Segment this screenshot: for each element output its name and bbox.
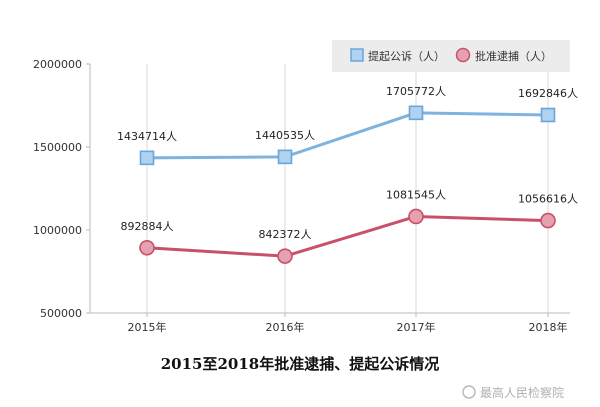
x-tick-label: 2016年 <box>266 320 305 334</box>
data-label-prosecution: 1440535人 <box>255 129 315 142</box>
x-tick-label: 2015年 <box>128 320 167 334</box>
data-label-arrest: 892884人 <box>121 220 174 233</box>
legend-label-arrest: 批准逮捕（人） <box>475 49 552 63</box>
data-point-arrest <box>139 239 155 256</box>
weibo-icon <box>462 385 476 399</box>
series <box>139 105 556 264</box>
data-point-arrest <box>408 208 424 225</box>
chart-title: 2015至2018年批准逮捕、提起公诉情况 <box>161 355 440 373</box>
watermark: 最高人民检察院 <box>462 385 564 400</box>
y-tick-label: 2000000 <box>33 58 82 71</box>
x-tick-label: 2018年 <box>529 320 568 334</box>
watermark-text: 最高人民检察院 <box>480 385 564 400</box>
legend-marker-arrest <box>455 47 471 63</box>
data-point-arrest <box>277 248 293 264</box>
series-line-arrest <box>146 214 549 258</box>
data-point-prosecution <box>540 107 556 123</box>
data-label-arrest: 1081545人 <box>386 188 446 201</box>
data-point-prosecution <box>408 105 424 121</box>
series-line-prosecution <box>146 111 549 160</box>
legend-background <box>332 40 570 72</box>
data-point-prosecution <box>277 149 293 165</box>
data-label-arrest: 1056616人 <box>518 193 578 206</box>
legend-marker-prosecution <box>350 48 364 62</box>
x-tick-label: 2017年 <box>397 320 436 334</box>
data-label-prosecution: 1705772人 <box>386 85 446 98</box>
data-point-prosecution <box>139 150 155 166</box>
data-label-prosecution: 1692846人 <box>518 87 578 100</box>
data-label-prosecution: 1434714人 <box>117 130 177 143</box>
y-tick-label: 500000 <box>40 307 82 320</box>
y-tick-label: 1000000 <box>33 224 82 237</box>
data-point-arrest <box>540 212 556 229</box>
data-label-arrest: 842372人 <box>259 228 312 241</box>
grid <box>146 64 549 313</box>
data-labels: 1434714人 1440535人 1705772人 1692846人 892884人 8… <box>117 85 578 241</box>
y-tick-label: 1500000 <box>33 141 82 154</box>
legend: 提起公诉（人） 批准逮捕（人） <box>332 40 570 72</box>
axes: 500000 1000000 1500000 2000000 2015年 2016年 201… <box>33 58 570 334</box>
legend-label-prosecution: 提起公诉（人） <box>368 50 445 63</box>
